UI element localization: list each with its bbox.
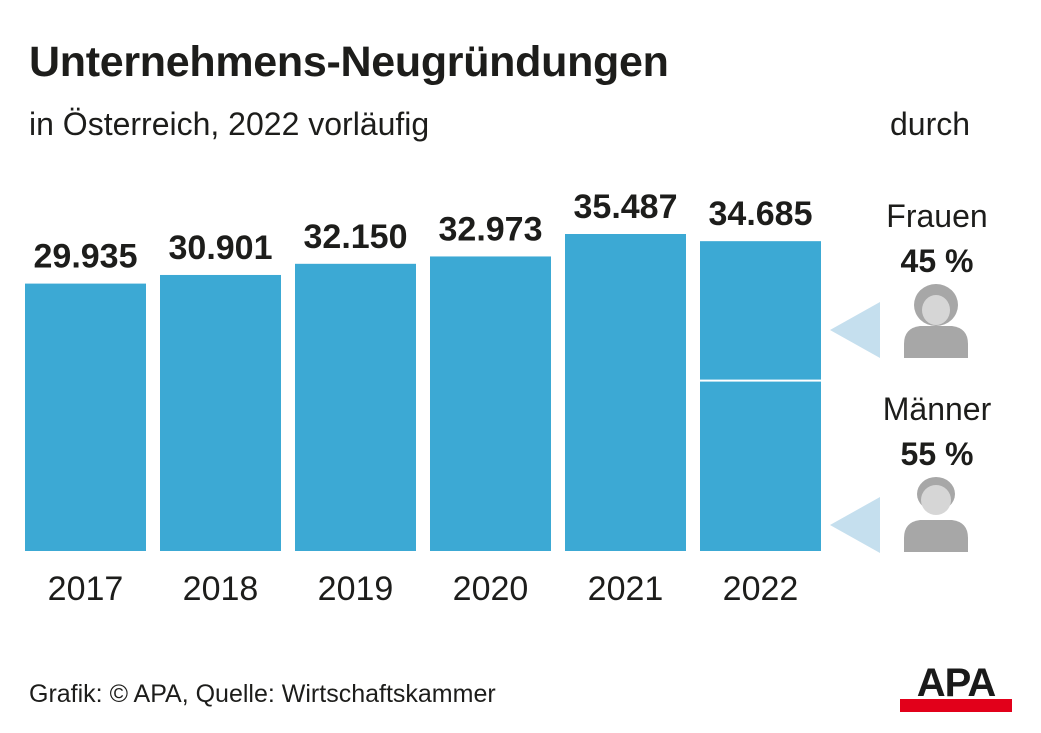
bar-2021 — [565, 234, 686, 551]
year-label-2017: 2017 — [48, 570, 124, 608]
bar-2018 — [160, 274, 281, 551]
man-icon — [904, 477, 968, 552]
year-label-2020: 2020 — [453, 570, 529, 608]
bar-2022 — [700, 241, 821, 552]
women-label: Frauen — [886, 198, 988, 234]
value-label-2020: 32.973 — [439, 210, 543, 248]
logo-text: APA — [917, 661, 996, 705]
women-arrow-icon — [830, 302, 880, 358]
chart-subtitle: in Österreich, 2022 vorläufig — [29, 106, 430, 142]
men-label: Männer — [882, 391, 992, 427]
apa-logo: APA — [900, 661, 1012, 712]
value-label-2022: 34.685 — [709, 195, 813, 233]
men-percentage: 55 % — [900, 436, 974, 472]
value-label-2019: 32.150 — [304, 218, 408, 256]
value-label-2017: 29.935 — [34, 238, 138, 276]
bar-chart: 29.935 2017 30.901 2018 32.150 2019 32.973 2020… — [25, 188, 821, 608]
source-note: Grafik: © APA, Quelle: Wirtschaftskammer — [29, 680, 496, 708]
year-label-2022: 2022 — [723, 570, 799, 608]
bar-2020 — [430, 256, 551, 551]
value-label-2021: 35.487 — [574, 188, 678, 226]
year-label-2021: 2021 — [588, 570, 664, 608]
year-label-2019: 2019 — [318, 570, 394, 608]
chart-title: Unternehmens-Neugründungen — [29, 38, 669, 86]
year-label-2018: 2018 — [183, 570, 259, 608]
woman-icon — [904, 284, 968, 358]
bar-2022-gender-divider — [700, 379, 821, 382]
women-percentage: 45 % — [900, 243, 974, 279]
men-arrow-icon — [830, 497, 880, 553]
bar-2019 — [295, 263, 416, 551]
gender-header: durch — [890, 106, 971, 142]
value-label-2018: 30.901 — [169, 229, 273, 267]
bar-2017 — [25, 283, 146, 551]
